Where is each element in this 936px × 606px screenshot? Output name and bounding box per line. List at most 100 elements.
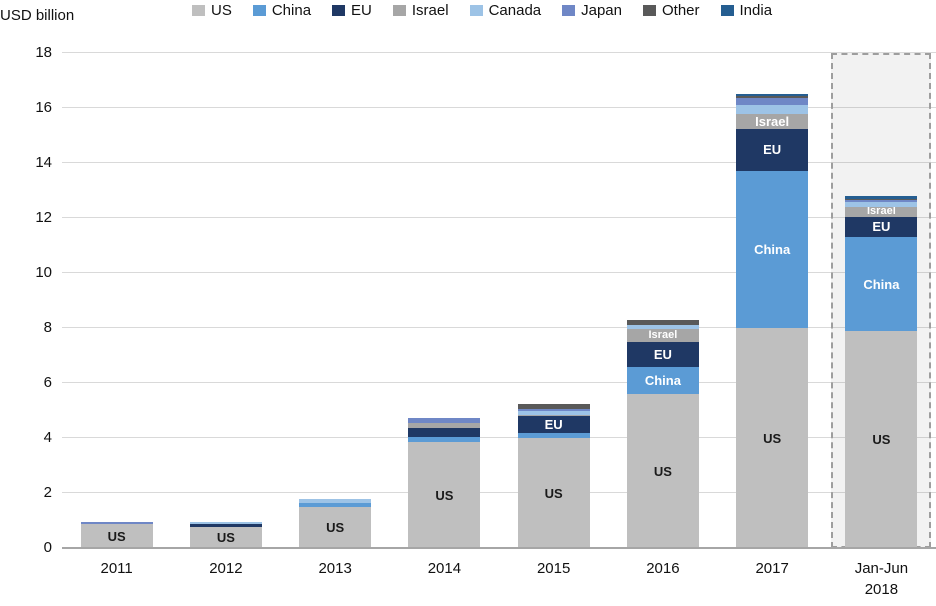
bar-segment-label: China <box>754 242 791 258</box>
x-tick-label-2014: 2014 <box>427 560 462 577</box>
y-tick-label-14: 14 <box>35 154 52 171</box>
x-tick-label-2011: 2011 <box>100 560 133 577</box>
bar-segment-canada-Jan-Jun-2018 <box>845 201 918 207</box>
bar-segment-us-2016: US <box>626 394 699 548</box>
bar-segment-eu-2016: EU <box>626 341 699 367</box>
legend-item-japan: Japan <box>562 2 622 19</box>
y-tick-label-12: 12 <box>35 209 52 226</box>
bar-segment-eu-2014 <box>408 427 481 437</box>
bar-segment-us-Jan-Jun-2018: US <box>845 330 918 548</box>
bar-segment-label: EU <box>544 416 563 432</box>
bar-segment-other-2015 <box>517 404 590 409</box>
legend-item-canada: Canada <box>469 1 542 19</box>
legend-label: EU <box>351 1 372 19</box>
x-tick-label-2017: 2017 <box>755 560 789 577</box>
bar-segment-canada-2015 <box>517 411 590 415</box>
legend-label: Israel <box>411 1 449 19</box>
legend-swatch-india <box>720 4 734 16</box>
bar-segment-china-2017: China <box>736 171 809 328</box>
bar-segment-label: US <box>216 530 235 546</box>
bar-segment-label: EU <box>763 142 782 158</box>
bar-segment-japan-2017 <box>736 98 809 106</box>
legend-swatch-china <box>252 4 266 16</box>
bar-segment-label: US <box>872 431 891 447</box>
y-tick-label-4: 4 <box>43 429 52 446</box>
bar-segment-eu-2012 <box>189 524 262 528</box>
bar-segment-israel-Jan-Jun-2018: Israel <box>845 206 918 217</box>
gridline-y2 <box>62 492 936 493</box>
bar-segment-china-2014 <box>408 436 481 443</box>
legend-swatch-japan <box>562 4 576 16</box>
legend-item-eu: EU <box>332 2 372 19</box>
bar-segment-us-2011: US <box>80 524 153 548</box>
bar-segment-eu-2015: EU <box>517 416 590 433</box>
y-tick-label-6: 6 <box>43 374 52 391</box>
gridline-y16 <box>62 107 936 108</box>
bar-segment-us-2017: US <box>736 328 809 548</box>
bar-segment-label: EU <box>653 346 672 362</box>
legend-item-india: India <box>720 1 773 19</box>
bar-segment-eu-2017: EU <box>736 128 809 172</box>
legend-item-us: US <box>192 2 232 19</box>
bar-segment-label: EU <box>872 219 891 235</box>
legend-label: US <box>211 1 232 19</box>
bar-segment-us-2014: US <box>408 442 481 548</box>
gridline-y4 <box>62 437 936 438</box>
legend-item-israel: Israel <box>392 1 449 19</box>
bar-segment-label: China <box>863 276 900 292</box>
bar-segment-label: Israel <box>755 113 790 129</box>
y-tick-label-2: 2 <box>43 484 52 501</box>
bar-segment-israel-2016: Israel <box>626 329 699 342</box>
y-axis-unit-label: USD billion <box>0 7 75 24</box>
legend-label: India <box>739 1 773 19</box>
bar-segment-canada-2013 <box>299 498 372 503</box>
bar-segment-other-2017 <box>736 96 809 99</box>
bar-segment-label: US <box>653 463 672 479</box>
bar-segment-japan-2011 <box>80 521 153 525</box>
bar-segment-label: China <box>644 372 681 388</box>
bar-segment-china-Jan-Jun-2018: China <box>845 237 918 331</box>
bar-segment-us-2012: US <box>189 527 262 548</box>
gridline-y8 <box>62 327 936 328</box>
gridline-y18 <box>62 52 936 53</box>
bar-segment-japan-2015 <box>517 408 590 412</box>
y-tick-label-8: 8 <box>43 319 52 336</box>
bar-segment-us-2015: US <box>517 438 590 548</box>
bar-segment-label: US <box>435 487 454 503</box>
bar-segment-china-2016: China <box>626 366 699 394</box>
legend-item-other: Other <box>643 2 700 19</box>
x-tick-label-2013: 2013 <box>318 560 352 577</box>
bar-segment-japan-Jan-Jun-2018 <box>845 200 918 202</box>
x-tick-label-2015: 2015 <box>536 560 571 577</box>
y-tick-label-0: 0 <box>43 539 52 556</box>
legend-swatch-canada <box>469 4 483 16</box>
gridline-y6 <box>62 382 936 383</box>
bar-segment-china-2015 <box>517 432 590 438</box>
y-tick-label-18: 18 <box>35 44 52 61</box>
bar-segment-canada-2016 <box>626 325 699 330</box>
legend-swatch-eu <box>332 4 346 16</box>
legend-label: Canada <box>488 1 542 19</box>
x-tick-label-2016: 2016 <box>646 560 680 577</box>
y-tick-label-16: 16 <box>35 99 52 116</box>
bar-segment-japan-2014 <box>408 418 481 423</box>
legend-label: China <box>271 1 312 19</box>
legend-swatch-israel <box>392 4 406 16</box>
x-axis-line <box>62 547 936 549</box>
bar-segment-china-2013 <box>299 502 372 507</box>
legend-item-china: China <box>252 1 312 19</box>
legend-swatch-other <box>643 4 656 16</box>
bar-segment-label: US <box>763 430 782 446</box>
plot-area: US US US US US EU US China EU Israel US China EU Isra… <box>62 52 936 549</box>
gridline-y12 <box>62 217 936 218</box>
legend-swatch-us <box>192 4 205 16</box>
bar-segment-label: Israel <box>648 329 678 342</box>
bar-segment-other-2016 <box>626 319 699 326</box>
bar-segment-label: US <box>107 528 126 544</box>
x-tick-label-Jan-Jun-2018: Jan-Jun 2018 <box>854 560 909 598</box>
x-tick-label-2012: 2012 <box>209 560 243 577</box>
bar-segment-eu-Jan-Jun-2018: EU <box>845 216 918 238</box>
bar-segment-india-Jan-Jun-2018 <box>845 196 918 199</box>
bar-segment-label: US <box>544 485 563 501</box>
bar-segment-canada-2017 <box>736 105 809 114</box>
